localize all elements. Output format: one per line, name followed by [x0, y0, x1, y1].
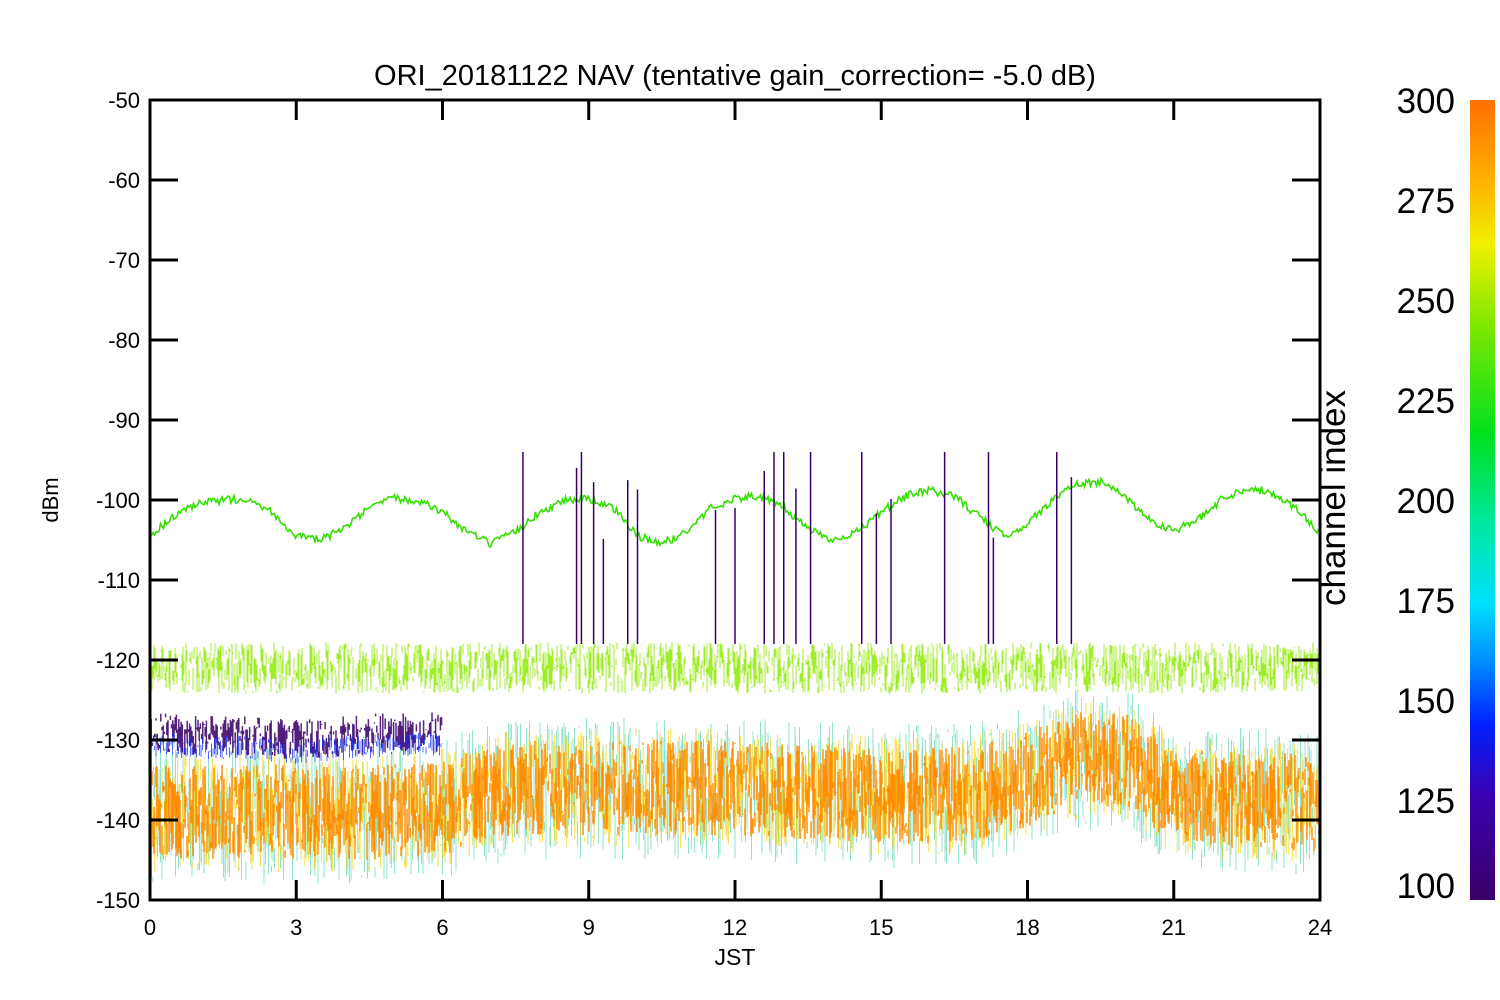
y-tick-label: -90: [108, 408, 140, 433]
chart-title: ORI_20181122 NAV (tentative gain_correct…: [374, 60, 1096, 92]
y-tick-label: -130: [96, 728, 140, 753]
x-tick-label: 21: [1162, 915, 1186, 940]
x-tick-label: 0: [144, 915, 156, 940]
colorbar-ticks: 300 275 250 225 200 175 150 125 100: [1397, 82, 1455, 906]
x-tick-label: 3: [290, 915, 302, 940]
colorbar-label: channel index: [1314, 390, 1353, 606]
colorbar-tick-label: 300: [1397, 82, 1455, 121]
y-tick-label: -50: [108, 88, 140, 113]
y-tick-label: -120: [96, 648, 140, 673]
colorbar-tick-label: 100: [1397, 867, 1455, 906]
y-tick-label: -150: [96, 888, 140, 913]
colorbar: [1470, 100, 1495, 900]
y-tick-label: -60: [108, 168, 140, 193]
colorbar-tick-label: 125: [1397, 782, 1455, 821]
x-tick-label: 18: [1015, 915, 1039, 940]
y-tick-label: -80: [108, 328, 140, 353]
x-axis: 0 3 6 9 12 15 18 21 24: [144, 100, 1332, 940]
y-axis-label: dBm: [38, 477, 63, 522]
colorbar-tick-label: 225: [1397, 382, 1455, 421]
y-tick-label: -140: [96, 808, 140, 833]
y-tick-label: -100: [96, 488, 140, 513]
colorbar-tick-label: 150: [1397, 682, 1455, 721]
y-tick-label: -70: [108, 248, 140, 273]
x-tick-label: 9: [583, 915, 595, 940]
x-tick-label: 15: [869, 915, 893, 940]
interference-spikes: [522, 452, 1073, 644]
colorbar-tick-label: 200: [1397, 482, 1455, 521]
x-tick-label: 24: [1308, 915, 1332, 940]
series-layer: [150, 476, 1320, 549]
noise-bands: [150, 642, 1320, 884]
colorbar-tick-label: 175: [1397, 582, 1455, 621]
colorbar-tick-label: 250: [1397, 282, 1455, 321]
x-tick-label: 6: [436, 915, 448, 940]
y-tick-label: -110: [98, 568, 140, 593]
colorbar-tick-label: 275: [1397, 182, 1455, 221]
x-axis-label: JST: [715, 944, 756, 970]
y-axis: -50 -60 -70 -80 -90 -100 -110 -120 -130 -140 -150: [96, 88, 1320, 913]
x-tick-label: 12: [723, 915, 747, 940]
series-line: [150, 476, 1320, 549]
